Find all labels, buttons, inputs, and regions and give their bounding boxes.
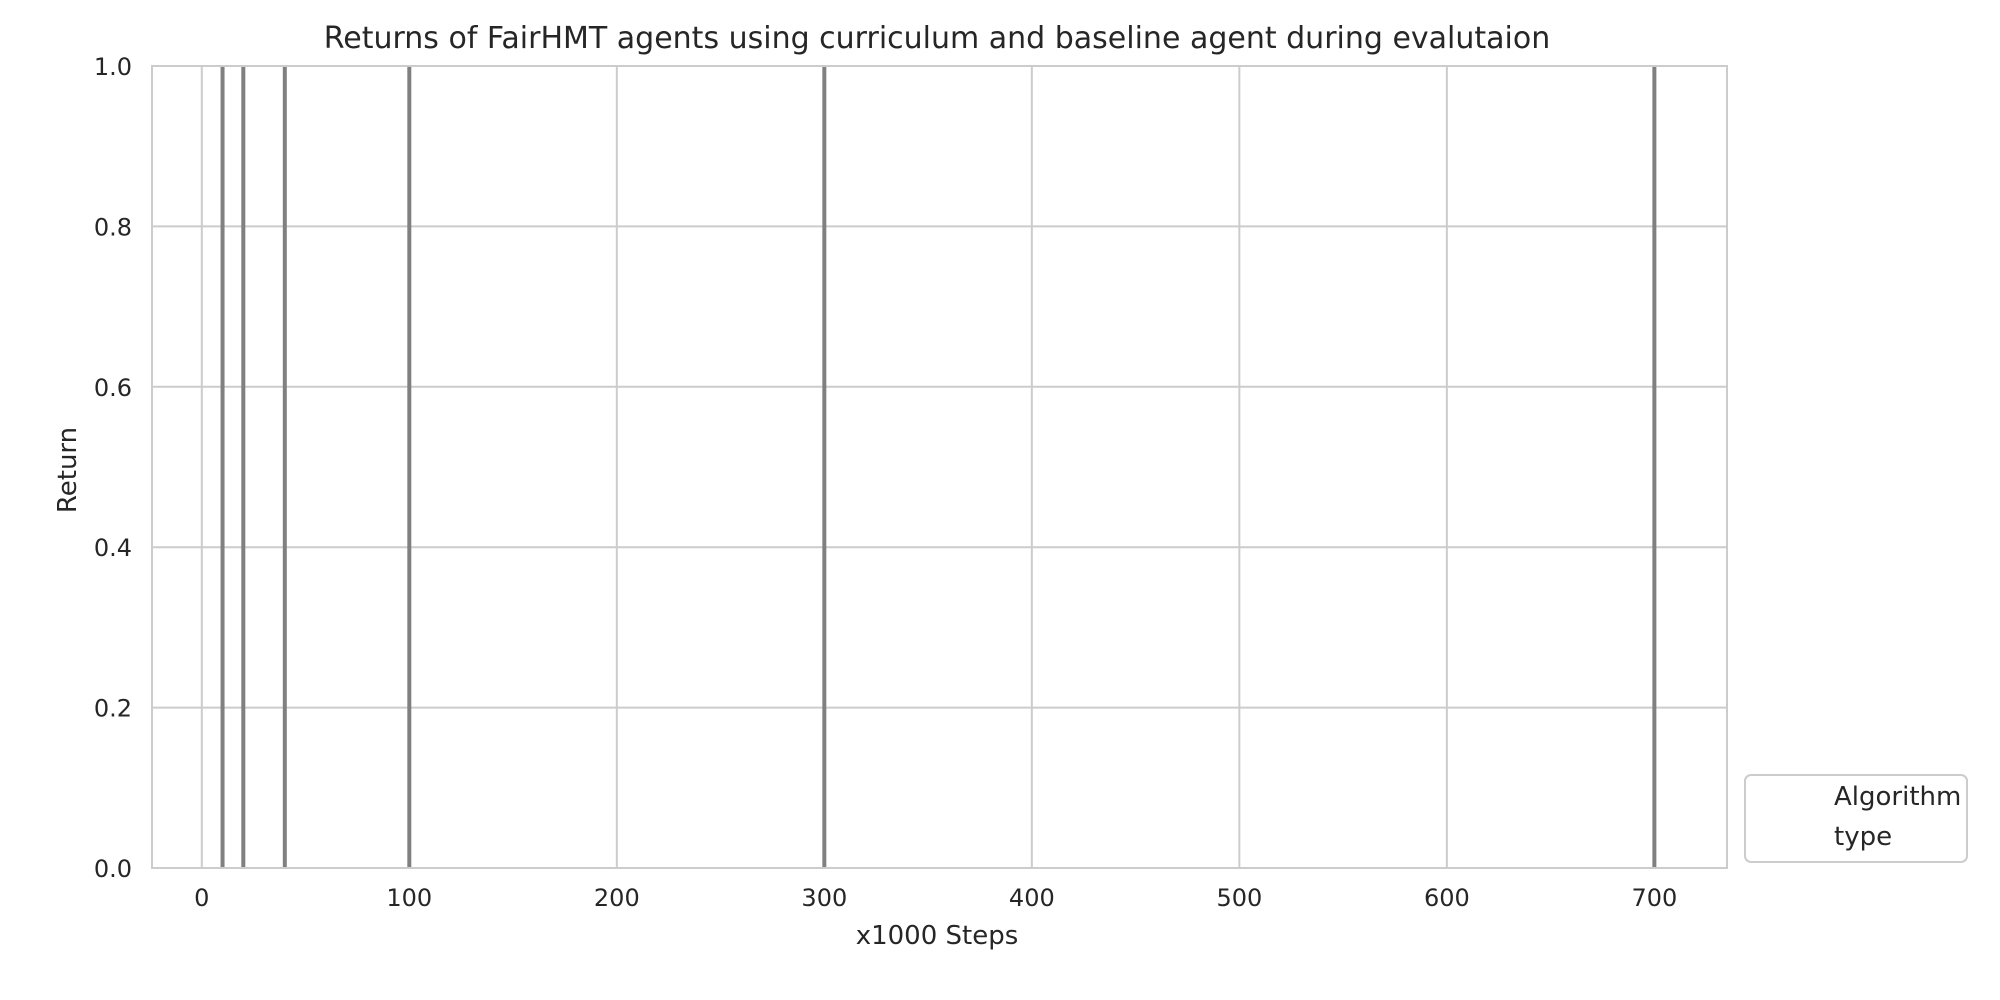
plot-area: 0.0 0.2 0.4 0.6 0.8 1.0 0 100 200 300 400 500 600 700 (94, 53, 1728, 912)
plot-frame (151, 65, 1728, 869)
y-axis-label: Return (53, 427, 83, 513)
x-tick-label: 500 (1216, 884, 1262, 912)
x-tick-label: 100 (386, 884, 432, 912)
y-tick-label: 0.8 (94, 213, 132, 241)
legend-entry-type: type (1834, 822, 1892, 852)
legend: Algorithm type (1744, 774, 1968, 863)
y-tick-label: 0.4 (94, 534, 132, 562)
x-tick-label: 0 (194, 884, 209, 912)
x-tick-label: 400 (1009, 884, 1055, 912)
x-tick-label: 300 (801, 884, 847, 912)
y-tick-label: 0.2 (94, 695, 132, 723)
x-tick-label: 700 (1631, 884, 1677, 912)
y-tick-label: 0.6 (94, 374, 132, 402)
y-tick-label: 1.0 (94, 53, 132, 81)
x-tick-label: 200 (594, 884, 640, 912)
chart-title: Returns of FairHMT agents using curricul… (324, 21, 1551, 56)
legend-frame (1744, 774, 1968, 863)
x-axis-label: x1000 Steps (856, 921, 1019, 951)
legend-entry-algorithm: Algorithm (1834, 782, 1961, 812)
y-tick-label: 0.0 (94, 855, 132, 883)
x-tick-label: 600 (1424, 884, 1470, 912)
